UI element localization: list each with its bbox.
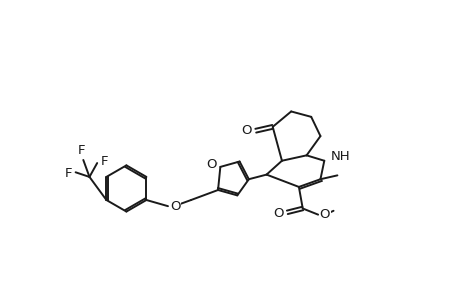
Text: F: F <box>78 144 85 157</box>
Text: O: O <box>241 124 252 137</box>
Text: NH: NH <box>330 150 349 164</box>
Text: O: O <box>319 208 330 221</box>
Text: F: F <box>101 155 108 168</box>
Text: O: O <box>170 200 180 213</box>
Text: O: O <box>206 158 216 171</box>
Text: O: O <box>272 207 283 220</box>
Text: F: F <box>64 167 72 180</box>
